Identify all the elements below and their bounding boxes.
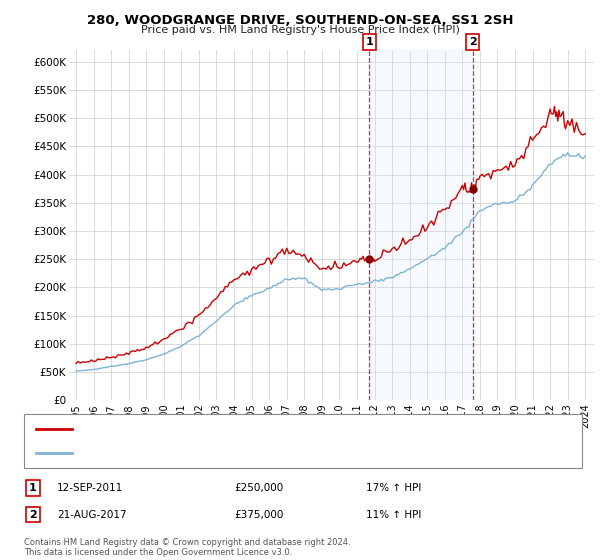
Text: £250,000: £250,000 (234, 483, 283, 493)
Text: HPI: Average price, semi-detached house, Southend-on-Sea: HPI: Average price, semi-detached house,… (78, 448, 362, 457)
Text: 2: 2 (469, 37, 477, 47)
Text: 280, WOODGRANGE DRIVE, SOUTHEND-ON-SEA, SS1 2SH (semi-detached house): 280, WOODGRANGE DRIVE, SOUTHEND-ON-SEA, … (78, 425, 463, 434)
Bar (369, 50, 473, 400)
Text: 2: 2 (29, 510, 37, 520)
Text: 11% ↑ HPI: 11% ↑ HPI (366, 510, 421, 520)
Text: 280, WOODGRANGE DRIVE, SOUTHEND-ON-SEA, SS1 2SH: 280, WOODGRANGE DRIVE, SOUTHEND-ON-SEA, … (87, 14, 513, 27)
Text: Contains HM Land Registry data © Crown copyright and database right 2024.
This d: Contains HM Land Registry data © Crown c… (24, 538, 350, 557)
Text: 12-SEP-2011: 12-SEP-2011 (57, 483, 123, 493)
Text: 1: 1 (365, 37, 373, 47)
Text: 17% ↑ HPI: 17% ↑ HPI (366, 483, 421, 493)
Text: £375,000: £375,000 (234, 510, 283, 520)
Text: 1: 1 (29, 483, 37, 493)
Text: Price paid vs. HM Land Registry's House Price Index (HPI): Price paid vs. HM Land Registry's House … (140, 25, 460, 35)
Text: 21-AUG-2017: 21-AUG-2017 (57, 510, 127, 520)
